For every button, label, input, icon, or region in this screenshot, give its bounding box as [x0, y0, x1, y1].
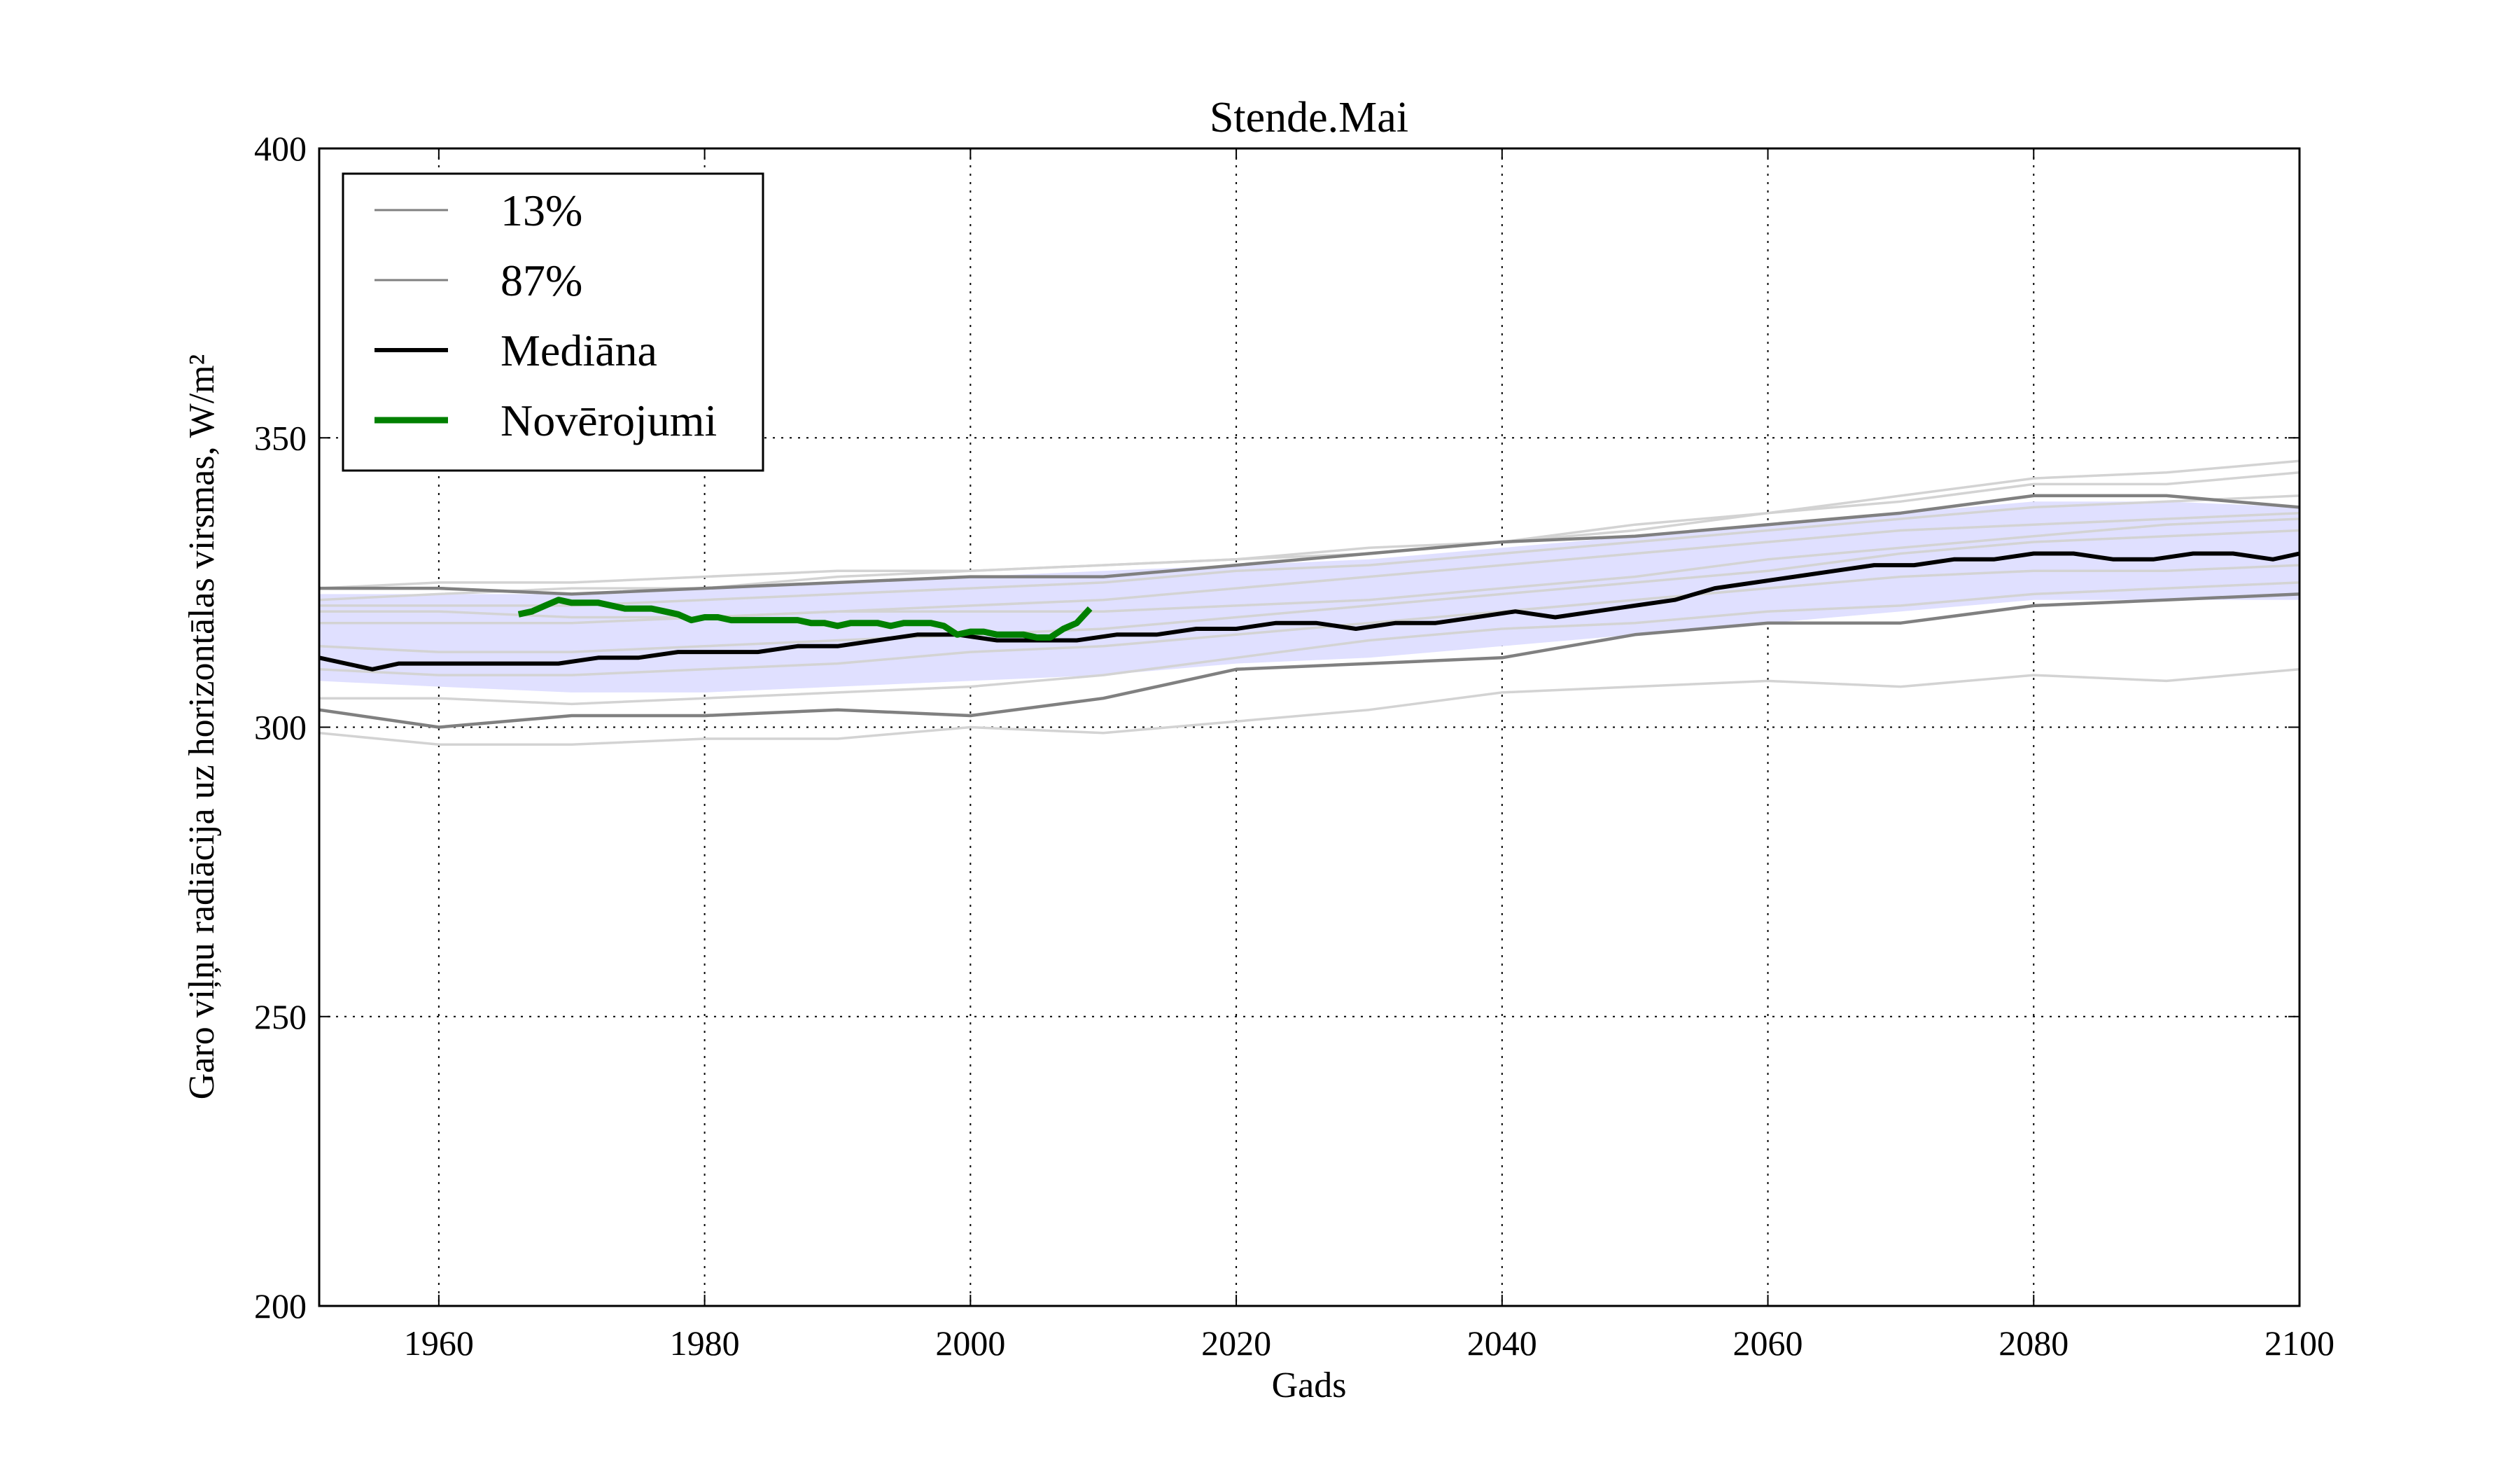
- percentile-bound-line: [319, 592, 2300, 729]
- legend-label: Mediāna: [500, 326, 657, 375]
- x-tick-label: 2100: [2264, 1323, 2334, 1363]
- legend-label: 87%: [500, 256, 582, 305]
- observations-line: [517, 597, 1093, 641]
- ensemble-member-line: [319, 668, 2300, 746]
- chart-title: Stende.Mai: [1210, 94, 1408, 141]
- ensemble-member-line: [319, 581, 2300, 706]
- legend-label: 13%: [500, 186, 582, 235]
- ensemble-member-line: [319, 511, 2300, 625]
- y-tick-label: 300: [254, 708, 307, 747]
- y-tick-label: 350: [254, 418, 307, 457]
- x-tick-label: 1960: [404, 1323, 474, 1363]
- ensemble-member-line: [319, 471, 2300, 590]
- x-tick-label: 1980: [670, 1323, 740, 1363]
- y-tick-label: 200: [254, 1286, 307, 1326]
- ensemble-member-line: [319, 459, 2300, 602]
- series-lines: [319, 551, 2300, 672]
- x-tick-label: 2020: [1201, 1323, 1271, 1363]
- ensemble-member-line: [319, 494, 2300, 607]
- percentile-bound-line: [319, 494, 2300, 596]
- x-axis-label: Gads: [1272, 1365, 1347, 1405]
- x-tick-label: 2040: [1467, 1323, 1537, 1363]
- median-line: [319, 551, 2300, 672]
- ensemble-member-line: [319, 564, 2300, 676]
- legend: 13% 87% Mediāna Novērojumi: [342, 172, 764, 472]
- ensemble-member-line: [319, 517, 2300, 619]
- y-tick-label: 400: [254, 129, 307, 168]
- x-tick-label: 2000: [935, 1323, 1005, 1363]
- x-tick-label: 2080: [1998, 1323, 2068, 1363]
- ensemble-lines: [319, 459, 2300, 746]
- ensemble-member-line: [319, 529, 2300, 653]
- x-tick-label: 2060: [1733, 1323, 1803, 1363]
- y-axis-label: Garo viļņu radiācija uz horizontālas vir…: [182, 354, 222, 1099]
- axis-ticks: 1960 1980 2000 2020 2040 2060 2080 2100 200 250 30…: [254, 129, 2334, 1363]
- y-tick-label: 250: [254, 997, 307, 1036]
- legend-label: Novērojumi: [500, 396, 717, 445]
